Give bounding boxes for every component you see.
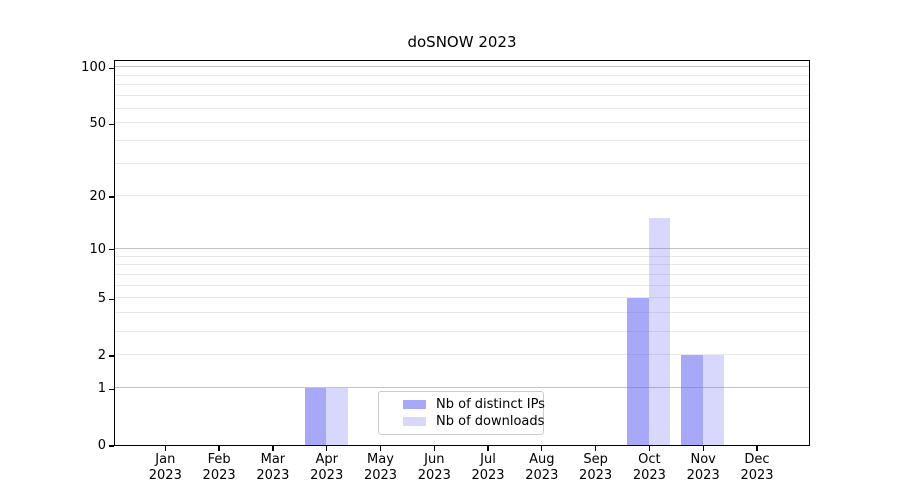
x-tick-month: Feb [207,452,231,467]
x-tick-year: 2023 [471,467,505,483]
gridline-y-50 [115,122,809,124]
gridline-y-9 [115,255,809,257]
gridline-y-90 [115,74,809,76]
x-tick-month: Oct [638,452,661,467]
x-tick-month: May [367,452,394,467]
x-tick-mark-jun [433,446,435,451]
x-tick-mark-feb [218,446,220,451]
x-tick-label-jan: Jan 2023 [133,452,197,483]
y-tick-label-10: 10 [89,241,106,257]
x-tick-year: 2023 [525,467,559,483]
x-tick-label-aug: Aug 2023 [510,452,574,483]
x-tick-mark-may [379,446,382,451]
x-tick-month: Jan [155,452,176,467]
gridline-y-100 [115,66,809,68]
bar-nov-distinct-ips [681,355,703,445]
legend-label-downloads: Nb of downloads [436,414,545,429]
gridline-y-5 [115,297,809,299]
x-tick-month: Dec [744,452,770,467]
gridline-y-10 [115,247,809,249]
x-tick-year: 2023 [256,467,290,483]
x-tick-label-oct: Oct 2023 [617,452,681,483]
gridline-y-4 [115,312,809,314]
y-tick-label-0: 0 [97,438,106,453]
y-tick-mark-1 [109,388,114,390]
y-tick-mark-20 [109,196,114,198]
gridline-y-30 [115,163,809,164]
x-tick-mark-aug [541,446,543,451]
x-tick-label-jul: Jul 2023 [456,452,520,483]
bar-apr-downloads [326,388,348,445]
y-tick-label-20: 20 [89,188,106,204]
x-tick-label-nov: Nov 2023 [671,452,735,483]
bar-oct-distinct-ips [627,298,649,445]
x-tick-mark-apr [326,446,328,451]
gridline-y-6 [115,284,809,286]
gridline-y-60 [115,107,809,109]
y-tick-label-1: 1 [97,381,106,397]
gridline-y-80 [115,84,809,86]
x-tick-mark-sep [594,446,597,451]
legend-item-distinct-ips: Nb of distinct IPs [403,396,545,413]
gridline-y-20 [115,194,809,196]
gridline-y-7 [115,273,809,275]
x-tick-month: Nov [690,452,716,467]
y-tick-mark-50 [109,123,114,125]
y-tick-mark-5 [109,298,114,301]
x-tick-mark-oct [648,446,651,451]
y-tick-label-100: 100 [81,60,106,76]
gridline-y-3 [115,330,809,332]
y-tick-label-2: 2 [97,348,106,364]
x-tick-month: Apr [315,452,338,467]
legend-label-distinct-ips: Nb of distinct IPs [436,397,545,412]
bar-apr-distinct-ips [304,388,327,445]
x-tick-month: Jun [424,452,445,467]
legend: Nb of distinct IPs Nb of downloads [378,391,545,435]
x-tick-label-feb: Feb 2023 [187,452,251,483]
y-tick-mark-0 [109,445,114,447]
plot-area [114,60,810,446]
x-tick-year: 2023 [148,467,182,483]
bar-nov-downloads [702,355,725,445]
y-tick-label-5: 5 [97,291,106,307]
x-tick-label-dec: Dec 2023 [725,452,789,483]
x-tick-year: 2023 [202,467,236,483]
x-tick-year: 2023 [363,467,398,483]
gridline-y-70 [115,95,809,97]
x-tick-mark-mar [272,446,274,451]
x-tick-year: 2023 [310,467,344,483]
chart-title: doSNOW 2023 [407,33,517,51]
x-tick-month: Mar [260,452,286,467]
x-tick-year: 2023 [632,467,666,483]
x-tick-month: Aug [529,452,555,467]
x-tick-mark-dec [756,446,758,451]
gridline-y-1 [115,387,809,389]
x-tick-year: 2023 [740,467,774,483]
y-tick-label-50: 50 [89,116,106,132]
gridline-y-40 [115,140,809,142]
bar-oct-downloads [648,218,671,445]
y-tick-mark-10 [109,249,114,251]
x-tick-year: 2023 [417,467,451,483]
x-tick-mark-jul [487,446,489,451]
x-tick-mark-jan [164,446,166,451]
x-tick-month: Sep [583,452,608,467]
gridline-y-2 [115,354,809,356]
y-tick-mark-100 [109,67,114,70]
x-tick-year: 2023 [579,467,613,483]
x-tick-label-sep: Sep 2023 [564,452,628,483]
y-tick-mark-2 [109,355,114,357]
x-tick-label-mar: Mar 2023 [241,452,305,483]
x-tick-mark-nov [702,446,704,451]
x-tick-label-jun: Jun 2023 [402,452,466,483]
legend-swatch-downloads [403,417,426,426]
gridline-y-8 [115,264,809,266]
x-tick-label-may: May 2023 [349,452,413,483]
legend-item-downloads: Nb of downloads [403,413,544,430]
x-tick-label-apr: Apr 2023 [295,452,359,483]
legend-swatch-distinct-ips [403,400,426,409]
x-tick-month: Jul [480,452,496,467]
x-tick-year: 2023 [686,467,720,483]
